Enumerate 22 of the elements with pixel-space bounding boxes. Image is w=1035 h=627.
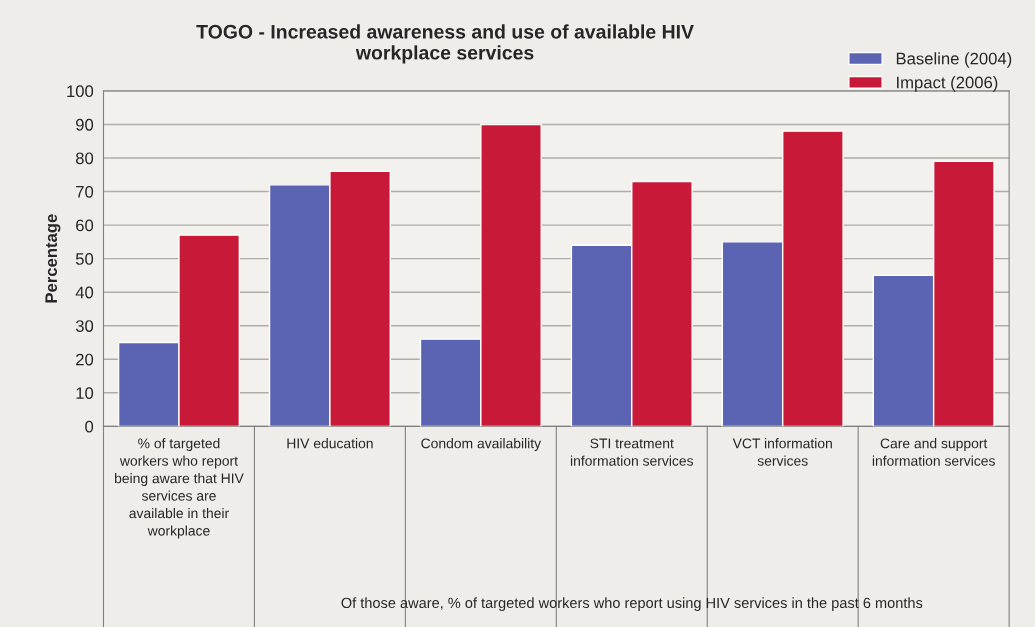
y-tick-label: 10 <box>76 387 94 400</box>
y-tick-label: 30 <box>75 320 94 332</box>
y-tick-label: 40 <box>75 286 94 299</box>
x-tick-label: % of targeted workers who report being aware that HIV services are available in their workplace <box>115 438 244 539</box>
x-tick-label: STI treatment information services <box>570 438 694 466</box>
x-tick-label: HIV education <box>287 438 373 449</box>
y-tick-label: 70 <box>76 185 94 198</box>
text: Of those aware, % of targeted workers who report using HIV services in the past 6 months <box>341 597 923 611</box>
x-tick-label: VCT information services <box>732 438 832 466</box>
y-tick-label: 90 <box>76 118 94 131</box>
legend-label: Impact (2006) <box>897 76 998 92</box>
x-tick-label: Condom availability <box>421 438 542 452</box>
y-tick-label: 20 <box>76 353 94 366</box>
y-tick-label: 60 <box>76 219 94 232</box>
legend-label: Baseline (2004) <box>896 52 1012 68</box>
y-tick-label: 0 <box>85 420 94 433</box>
chart-title: TOGO - Increased awareness and use of available HIV workplace services <box>196 24 694 64</box>
y-tick-label: 50 <box>75 253 94 265</box>
x-tick-label: Care and support information services <box>872 438 995 466</box>
y-tick-label: 100 <box>67 85 94 98</box>
y-axis-title: Percentage <box>45 214 61 303</box>
y-tick-label: 80 <box>75 152 94 165</box>
